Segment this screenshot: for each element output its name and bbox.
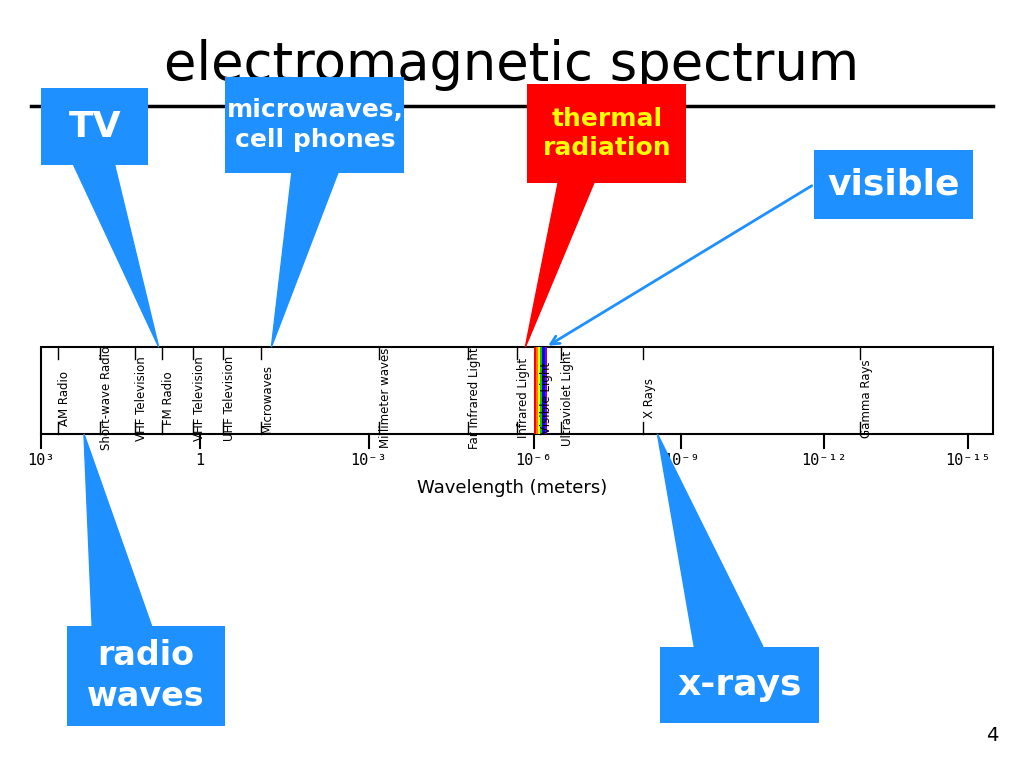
FancyBboxPatch shape <box>536 347 538 434</box>
Polygon shape <box>525 183 594 347</box>
Text: VHF Television: VHF Television <box>193 356 206 441</box>
FancyBboxPatch shape <box>534 347 536 434</box>
Text: Short-wave Radio: Short-wave Radio <box>100 346 114 450</box>
FancyBboxPatch shape <box>545 347 547 434</box>
Text: 10⁻⁹: 10⁻⁹ <box>663 453 699 468</box>
Text: Visible Light: Visible Light <box>540 362 553 434</box>
Text: Wavelength (meters): Wavelength (meters) <box>417 478 607 497</box>
FancyBboxPatch shape <box>41 88 148 165</box>
Text: thermal
radiation: thermal radiation <box>543 107 671 161</box>
FancyBboxPatch shape <box>541 347 543 434</box>
Polygon shape <box>84 434 152 626</box>
Text: 1: 1 <box>196 453 204 468</box>
FancyBboxPatch shape <box>527 84 686 183</box>
Text: X Rays: X Rays <box>643 378 656 419</box>
Text: Gamma Rays: Gamma Rays <box>860 359 873 438</box>
Text: 4: 4 <box>986 726 998 745</box>
Text: TV: TV <box>69 110 121 144</box>
Text: 10⁻⁶: 10⁻⁶ <box>515 453 552 468</box>
Text: 10³: 10³ <box>28 453 54 468</box>
FancyBboxPatch shape <box>660 647 819 723</box>
Text: Infrared Light: Infrared Light <box>517 358 530 439</box>
FancyBboxPatch shape <box>67 626 225 726</box>
Text: radio
waves: radio waves <box>87 639 205 713</box>
Text: x-rays: x-rays <box>678 668 802 702</box>
Text: FM Radio: FM Radio <box>162 372 175 425</box>
Text: microwaves,
cell phones: microwaves, cell phones <box>226 98 403 151</box>
Polygon shape <box>657 434 763 647</box>
Text: Millimeter waves: Millimeter waves <box>379 348 392 449</box>
Text: electromagnetic spectrum: electromagnetic spectrum <box>165 39 859 91</box>
FancyBboxPatch shape <box>225 77 404 173</box>
Polygon shape <box>271 173 338 347</box>
Text: Far Infrared Light: Far Infrared Light <box>468 347 481 449</box>
Text: 10⁻¹²: 10⁻¹² <box>802 453 847 468</box>
Text: 10⁻¹⁵: 10⁻¹⁵ <box>945 453 990 468</box>
Text: UHF Television: UHF Television <box>223 356 237 441</box>
Text: Ultraviolet Light: Ultraviolet Light <box>561 351 574 445</box>
Text: AM Radio: AM Radio <box>58 371 72 425</box>
Text: visible: visible <box>827 167 959 201</box>
Polygon shape <box>74 165 159 347</box>
Text: VHF Television: VHF Television <box>135 356 148 441</box>
FancyBboxPatch shape <box>538 347 541 434</box>
FancyBboxPatch shape <box>814 150 973 219</box>
Text: Microwaves: Microwaves <box>261 364 274 432</box>
FancyBboxPatch shape <box>41 347 993 434</box>
Text: 10⁻³: 10⁻³ <box>350 453 387 468</box>
FancyBboxPatch shape <box>543 347 545 434</box>
